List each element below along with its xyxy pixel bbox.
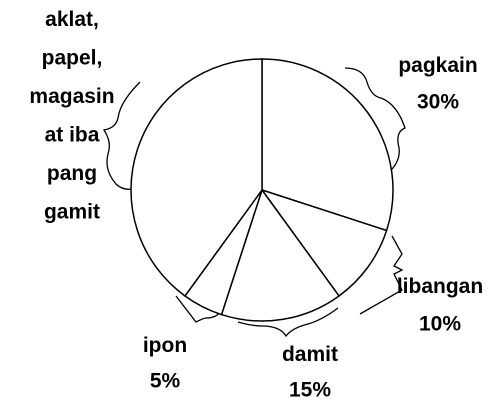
brace	[175, 295, 221, 323]
slice-label: pagkain	[398, 54, 477, 77]
brace	[102, 81, 141, 190]
value-label: 15%	[289, 379, 331, 402]
slice-label: libangan	[397, 275, 483, 298]
slice-label: aklat, papel, magasin at iba pang gamit	[29, 8, 114, 224]
pie-slice	[220, 188, 341, 322]
slice-label: damit	[282, 343, 338, 366]
value-label: 10%	[419, 313, 461, 336]
pie-slice	[260, 188, 388, 298]
slice-label: ipon	[143, 334, 187, 357]
value-label: 30%	[417, 91, 459, 114]
brace	[359, 235, 404, 315]
pie-slice	[130, 58, 263, 298]
brace	[237, 307, 339, 338]
pie-slice	[261, 58, 394, 232]
value-label: 5%	[150, 370, 181, 393]
